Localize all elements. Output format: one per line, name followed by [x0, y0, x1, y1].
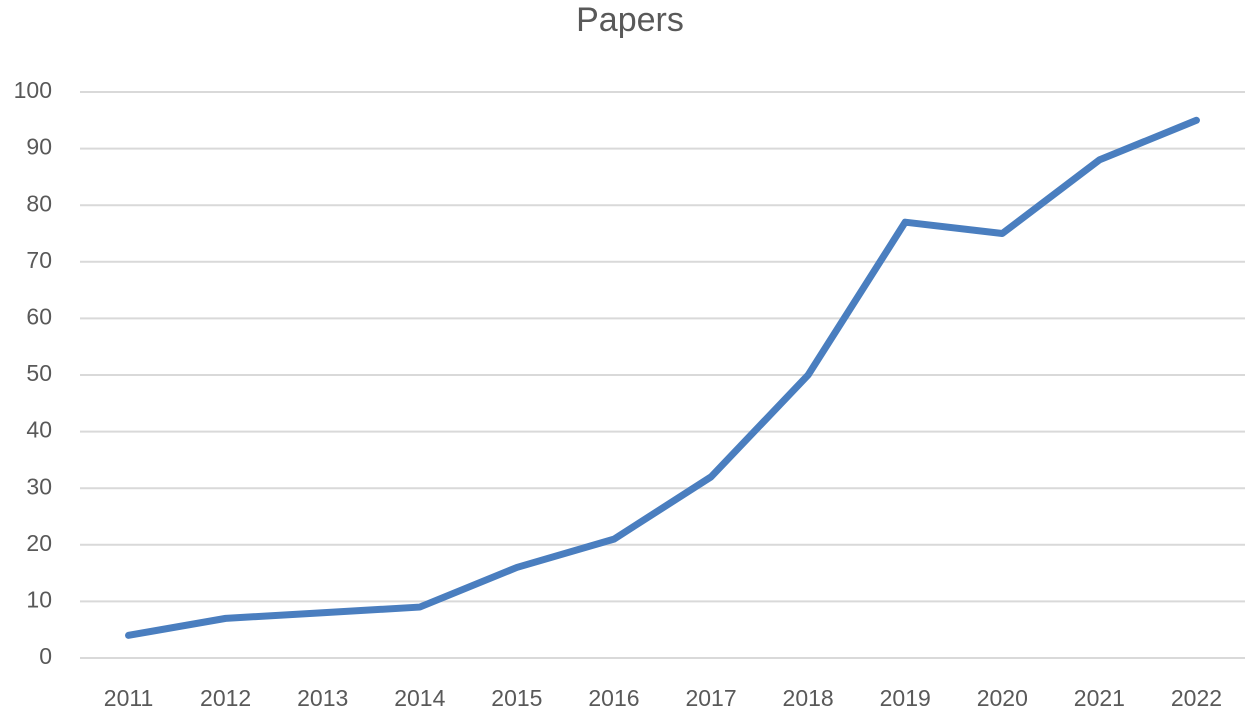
y-tick-label: 40 [26, 417, 52, 443]
y-tick-label: 0 [39, 643, 52, 669]
x-tick-label: 2016 [588, 685, 639, 711]
y-tick-label: 100 [14, 77, 52, 103]
y-tick-label: 80 [26, 190, 52, 216]
data-line [125, 116, 1200, 639]
x-tick-label: 2013 [297, 685, 348, 711]
x-tick-label: 2019 [880, 685, 931, 711]
x-tick-label: 2018 [783, 685, 834, 711]
x-tick-label: 2021 [1074, 685, 1125, 711]
x-tick-label: 2011 [104, 685, 153, 711]
y-tick-label: 60 [26, 303, 52, 329]
y-tick-label: 20 [26, 530, 52, 556]
y-tick-label: 50 [26, 360, 52, 386]
y-tick-label: 10 [26, 586, 52, 612]
x-tick-label: 2017 [685, 685, 736, 711]
y-tick-label: 90 [26, 134, 52, 160]
x-tick-label: 2022 [1171, 685, 1222, 711]
x-tick-label: 2012 [200, 685, 251, 711]
y-tick-label: 30 [26, 473, 52, 499]
x-tick-label: 2020 [977, 685, 1028, 711]
y-tick-label: 70 [26, 247, 52, 273]
x-tick-label: 2015 [491, 685, 542, 711]
chart-title: Papers [576, 1, 684, 39]
x-tick-label: 2014 [394, 685, 445, 711]
